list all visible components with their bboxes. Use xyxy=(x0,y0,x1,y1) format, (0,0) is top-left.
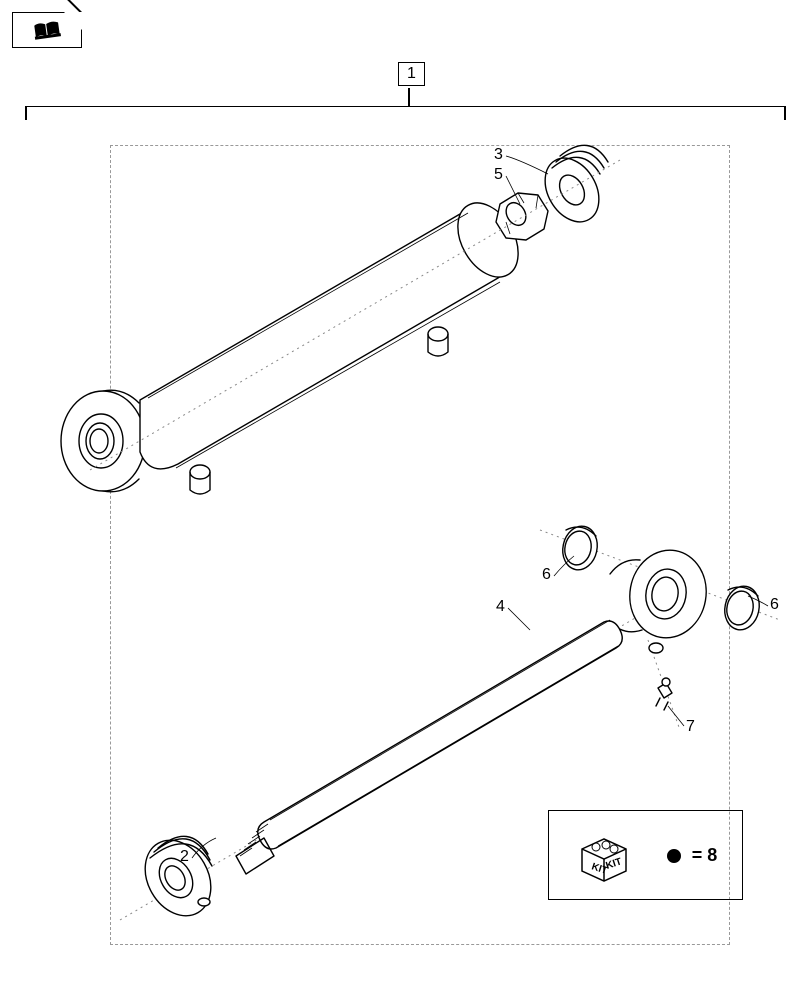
kit-value: = 8 xyxy=(692,845,718,865)
kit-reference-box: KIT KIT = 8 xyxy=(548,810,743,900)
callout-2: 2 xyxy=(180,848,189,866)
callout-5: 5 xyxy=(494,166,503,184)
kit-equals: = 8 xyxy=(667,845,717,866)
callout-7: 7 xyxy=(686,718,695,736)
assembly-label: 1 xyxy=(407,65,416,82)
callout-6-right: 6 xyxy=(770,596,779,614)
callout-6-left: 6 xyxy=(542,566,551,584)
callout-3: 3 xyxy=(494,146,503,164)
book-icon xyxy=(32,18,63,42)
bullet-icon xyxy=(667,849,681,863)
header-icon-box xyxy=(12,12,82,48)
kit-icon: KIT KIT xyxy=(574,825,634,885)
callout-4: 4 xyxy=(496,598,505,616)
assembly-label-box: 1 xyxy=(398,62,425,86)
